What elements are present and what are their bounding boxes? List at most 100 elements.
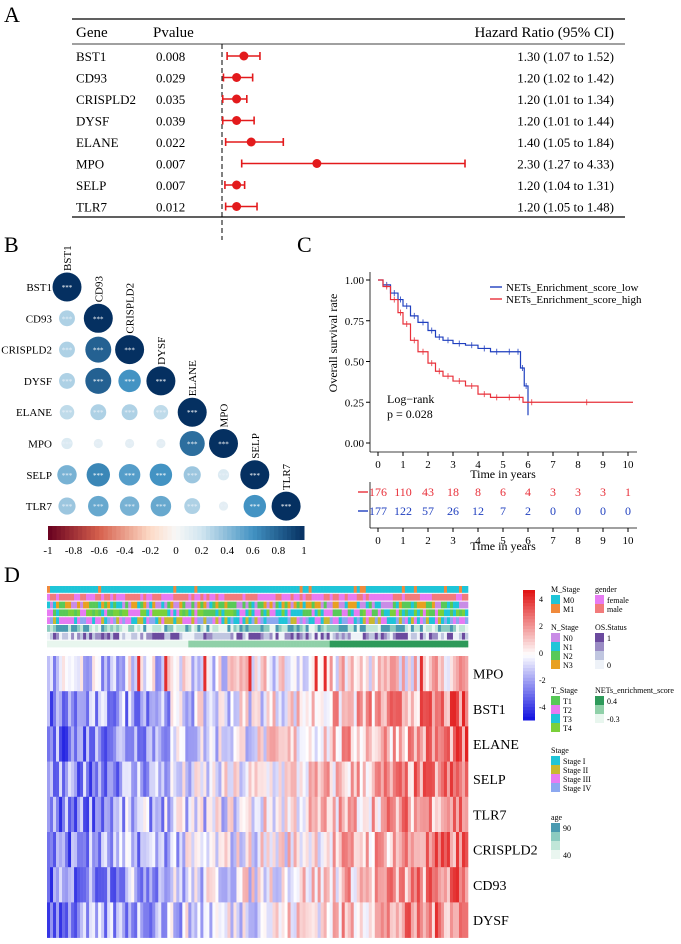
annotation-cell [77,593,81,601]
annotation-cell [299,640,303,648]
annotation-cell [188,625,192,632]
annotation-cell [263,640,267,648]
heatmap-cell [266,902,270,938]
annotation-cell [293,632,297,640]
legend-label: T2 [563,706,572,715]
annotation-cell [398,609,403,617]
heatmap-cell [320,656,324,692]
annotation-cell [419,593,424,601]
annotation-cell [278,632,282,640]
heatmap-cell [110,691,114,727]
heatmap-cell [362,902,367,938]
annotation-cell [140,617,144,624]
heatmap-cell [239,867,243,903]
heatmap-cell [62,902,66,938]
annotation-cell [125,632,129,640]
heatmap-cell [323,726,327,762]
forest-header-pvalue: Pvalue [153,25,194,41]
annotation-cell [242,586,246,593]
annotation-cell [365,586,370,593]
heatmap-cell [269,656,273,692]
heatmap-cell [371,796,376,833]
heatmap-cell [344,726,349,762]
heatmap-cell [173,656,177,692]
heatmap-cell [362,832,367,868]
annotation-cell [455,617,460,624]
annotation-cell [137,625,141,632]
annotation-cell [98,640,102,648]
annotation-cell [434,601,439,609]
annotation-cell [425,632,430,640]
annotation-cell [302,617,306,624]
heatmap-cell [290,902,294,938]
annotation-cell [122,609,126,617]
annotation-cell [146,593,150,601]
annotation-cell [152,640,156,648]
annotation-cell [71,601,75,609]
annotation-cell [59,609,63,617]
annotation-cell [431,640,436,648]
annotation-cell [65,586,69,593]
annotation-cell [65,632,69,640]
heatmap-cell [53,796,57,833]
corr-colorbar-segment [205,526,211,540]
heatmap-cell [245,691,249,727]
annotation-cell [272,632,276,640]
annotation-cell [140,632,144,640]
annotation-cell [362,586,367,593]
annotation-cell [164,593,168,601]
heatmap-cell [305,656,309,692]
heatmap-cell [128,832,132,868]
legend-title: M_Stage [551,585,580,594]
corr-cell-sig: *** [218,441,229,449]
annotation-cell [77,609,81,617]
corr-cell-sig: *** [62,472,73,480]
annotation-cell [227,617,231,624]
annotation-cell [137,609,141,617]
heatmap-cell [260,796,264,833]
annotation-cell [401,625,406,632]
annotation-cell [155,632,159,640]
heatmap-cell [149,761,153,798]
annotation-cell [446,593,451,601]
annotation-cell [449,609,454,617]
heatmap-cell [197,902,201,938]
heatmap-cell [359,691,364,727]
annotation-cell [317,617,321,624]
annotation-cell [62,586,66,593]
annotation-cell [173,601,177,609]
corr-cell-sig: *** [62,378,73,386]
heatmap-cell [329,902,333,938]
annotation-cell [338,632,342,640]
heatmap-cell [278,902,282,938]
annotation-cell [380,625,385,632]
risk-xtick: 4 [475,535,481,547]
corr-colorbar-segment [124,526,130,540]
heatmap-cell [251,761,255,798]
heatmap-cell [83,761,87,798]
annotation-cell [401,601,406,609]
heatmap-cell [383,832,388,868]
heatmap-cell [242,867,246,903]
km-ytick: 1.00 [345,275,365,287]
heatmap-cell [269,691,273,727]
heatmap-cell [263,691,267,727]
heatmap-cell [305,867,309,903]
annotation-cell [332,586,336,593]
legend-label: M0 [563,596,574,605]
risk-xtick: 8 [575,535,581,547]
corr-colorbar-tick: -0.6 [90,545,108,557]
heatmap-cell [128,656,132,692]
heatmap-cell [254,796,258,833]
annotation-cell [257,593,261,601]
heatmap-cell [191,656,195,692]
heatmap-cell [218,832,222,868]
risk-count: 3 [550,485,556,499]
annotation-cell [353,601,358,609]
annotation-cell [374,640,379,648]
annotation-cell [182,617,186,624]
annotation-cell [374,632,379,640]
annotation-cell [188,593,192,601]
annotation-cell [158,632,162,640]
heatmap-cell [200,902,204,938]
